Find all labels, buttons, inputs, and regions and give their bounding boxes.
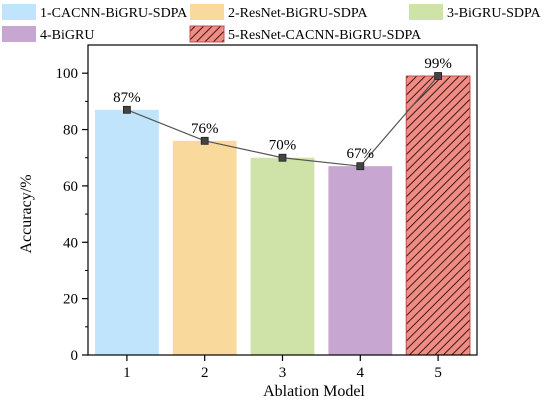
legend-swatch-1	[2, 4, 36, 20]
bars	[95, 75, 471, 356]
legend: 1-CACNN-BiGRU-SDPA 2-ResNet-BiGRU-SDPA 3-B…	[2, 4, 542, 43]
y-tick-label-80: 80	[63, 123, 78, 139]
bar-4	[328, 166, 393, 355]
data-label-5: 99%	[424, 56, 452, 72]
line-marker-4	[356, 162, 365, 171]
legend-label-4: 4-BiGRU	[40, 28, 94, 43]
y-axis-title: Accuracy/%	[18, 174, 35, 253]
line-marker-5	[434, 72, 443, 80]
bar-2	[172, 140, 237, 355]
data-label-3: 70%	[269, 138, 297, 154]
x-tick-label-5: 5	[434, 365, 442, 381]
data-label-4: 67%	[347, 146, 375, 162]
legend-label-1: 1-CACNN-BiGRU-SDPA	[40, 6, 188, 21]
y-tick-label-20: 20	[63, 292, 78, 308]
line-marker-2	[200, 136, 209, 145]
legend-swatch-2	[190, 4, 224, 20]
bar-1	[95, 109, 159, 356]
x-axis-title: Ablation Model	[263, 383, 365, 400]
legend-label-5: 5-ResNet-CACNN-BiGRU-SDPA	[228, 28, 422, 43]
x-tick-label-4: 4	[357, 365, 365, 381]
y-tick-label-60: 60	[63, 179, 78, 195]
bar-5	[405, 75, 471, 356]
axes: 0 20 40 60 80 100 1 2 3 4 5	[56, 44, 478, 381]
data-label-1: 87%	[113, 90, 141, 106]
line-marker-1	[123, 105, 131, 114]
legend-swatch-3	[409, 4, 443, 20]
y-tick-label-40: 40	[63, 235, 78, 251]
line-marker-3	[278, 153, 287, 162]
legend-swatch-4	[2, 26, 36, 42]
data-label-2: 76%	[191, 121, 219, 137]
y-tick-label-0: 0	[71, 348, 79, 364]
legend-label-3: 3-BiGRU-SDPA	[447, 6, 542, 21]
x-tick-label-1: 1	[123, 365, 131, 381]
legend-swatch-5	[189, 25, 225, 43]
y-tick-label-100: 100	[56, 66, 79, 82]
x-tick-label-2: 2	[201, 365, 209, 381]
overlay-line	[123, 72, 443, 171]
legend-label-2: 2-ResNet-BiGRU-SDPA	[228, 6, 368, 21]
data-labels: 87% 76% 70% 67% 99%	[113, 56, 452, 162]
bar-3	[250, 157, 315, 355]
x-tick-label-3: 3	[279, 365, 287, 381]
